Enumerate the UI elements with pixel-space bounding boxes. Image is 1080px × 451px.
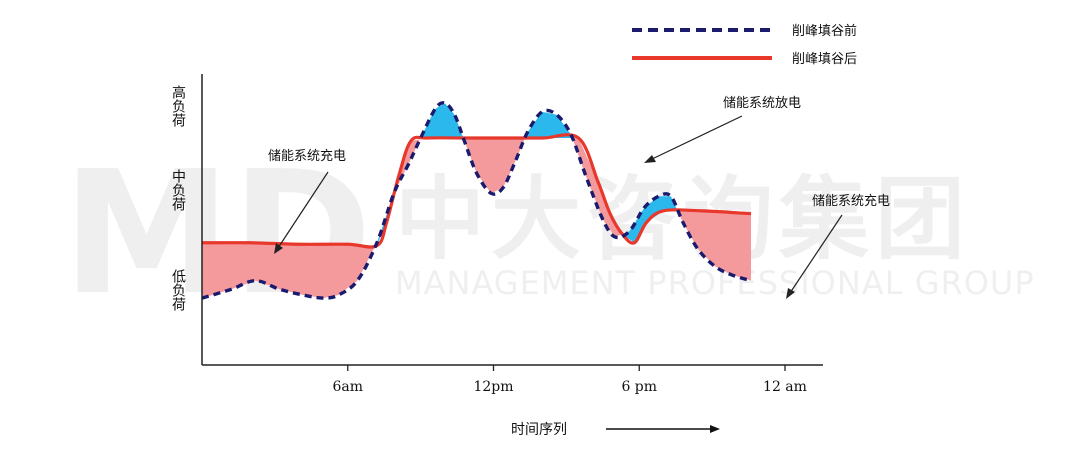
annotation-charge-right: 储能系统充电	[812, 193, 890, 209]
y-level-mid: 中负荷	[170, 169, 186, 212]
annotation-arrow-discharge	[649, 115, 743, 161]
y-level-high: 高负荷	[170, 84, 186, 128]
x-tick-label: 6am	[332, 379, 363, 395]
x-tick-label: 6 pm	[621, 379, 657, 395]
annotations: 储能系统充电 储能系统放电 储能系统充电	[268, 96, 890, 299]
annotation-arrowhead-discharge	[644, 155, 656, 163]
annotation-charge-left: 储能系统充电	[268, 148, 346, 164]
annotation-arrowhead-charge-left	[274, 243, 283, 254]
x-tick-label: 12 am	[763, 379, 807, 395]
watermark-en: MANAGEMENT PROFESSIONAL GROUP	[395, 264, 1035, 302]
annotation-arrowhead-charge-right	[786, 288, 795, 299]
legend: 削峰填谷前 削峰填谷后	[632, 23, 857, 67]
series-line-after	[201, 133, 752, 249]
legend-label-before: 削峰填谷前	[792, 23, 857, 39]
charge-fill	[678, 210, 751, 281]
x-axis-label: 时间序列	[511, 422, 567, 438]
annotation-arrow-charge-left	[277, 171, 329, 249]
x-axis-arrowhead	[710, 425, 720, 433]
x-tick-label: 12pm	[473, 379, 513, 395]
charge-fill	[202, 242, 376, 299]
discharge-fill	[420, 103, 464, 140]
x-ticks: 6am 12pm 6 pm 12 am	[332, 365, 807, 395]
annotation-discharge: 储能系统放电	[723, 96, 801, 111]
charge-fill	[464, 138, 525, 193]
annotation-arrow-charge-right	[789, 214, 843, 294]
legend-label-after: 削峰填谷后	[792, 52, 857, 67]
discharge-fill	[525, 111, 572, 139]
y-level-low: 低负荷	[170, 269, 186, 312]
watermark: MD 中大咨询集团 MANAGEMENT PROFESSIONAL GROUP	[62, 135, 1035, 333]
charge-fill	[573, 138, 623, 237]
watermark-logo: MD	[62, 135, 372, 333]
